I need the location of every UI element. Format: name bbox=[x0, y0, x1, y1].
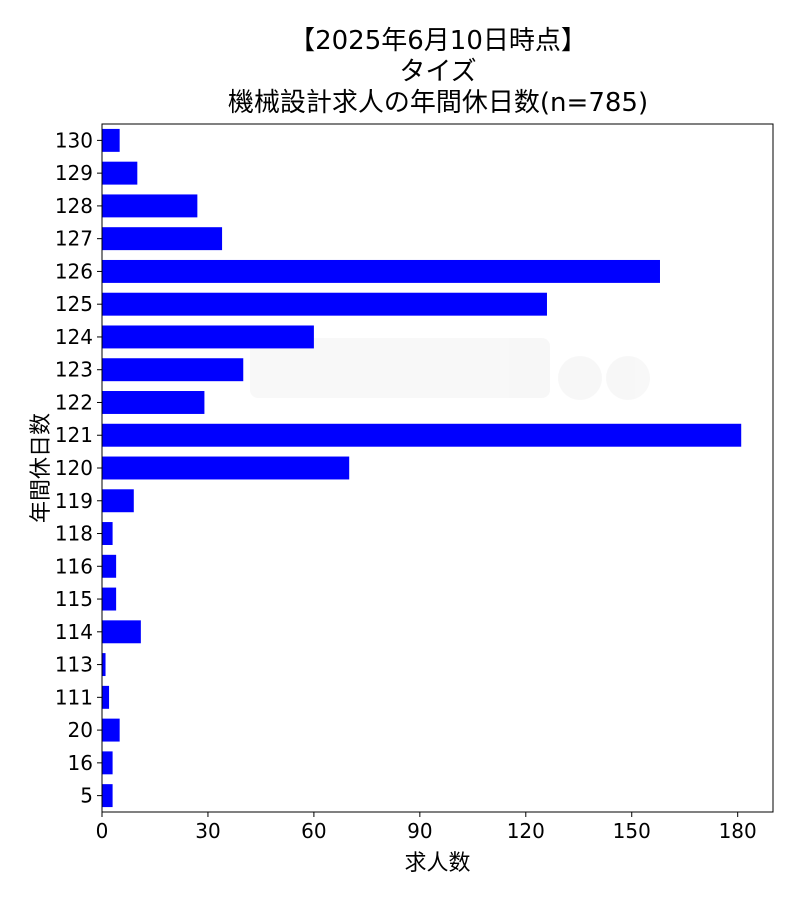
y-tick-label: 120 bbox=[55, 456, 93, 480]
y-axis: 130 129 128 127 126 125 124 123 122 121 120 119 118 1… bbox=[55, 128, 102, 808]
chart-title: 【2025年6月10日時点】 タイズ 機械設計求人の年間休日数(n=785) bbox=[0, 26, 800, 119]
x-axis: 0 30 60 90 120 150 180 bbox=[96, 812, 757, 843]
chart-title-line-subject: 機械設計求人の年間休日数(n=785) bbox=[227, 88, 649, 118]
bar-126 bbox=[102, 259, 660, 283]
bar-120 bbox=[102, 456, 350, 480]
y-tick-label: 113 bbox=[55, 653, 93, 677]
bar-130 bbox=[102, 128, 120, 152]
y-tick-label: 119 bbox=[55, 489, 93, 513]
y-tick-label: 116 bbox=[55, 554, 93, 578]
chart-title-line-date: 【2025年6月10日時点】 bbox=[289, 26, 587, 56]
y-axis-label: 年間休日数 bbox=[29, 413, 54, 523]
y-tick-label: 126 bbox=[55, 259, 93, 283]
y-tick-label: 111 bbox=[55, 685, 93, 709]
bar-115 bbox=[102, 587, 117, 611]
y-tick-label: 115 bbox=[55, 587, 93, 611]
x-tick-label: 120 bbox=[507, 819, 545, 843]
y-tick-label: 122 bbox=[55, 390, 93, 414]
x-axis-label: 求人数 bbox=[404, 851, 470, 876]
x-tick-label: 180 bbox=[719, 819, 757, 843]
y-tick-label: 127 bbox=[55, 227, 93, 251]
y-tick-label: 118 bbox=[55, 522, 93, 546]
bar-116 bbox=[102, 554, 117, 578]
x-tick-label: 90 bbox=[407, 819, 432, 843]
bar-111 bbox=[102, 685, 110, 709]
bar-5 bbox=[102, 784, 113, 808]
bar-127 bbox=[102, 227, 223, 251]
watermark-logo bbox=[250, 338, 650, 400]
y-tick-label: 124 bbox=[55, 325, 93, 349]
y-tick-label: 125 bbox=[55, 292, 93, 316]
bar-121 bbox=[102, 423, 742, 447]
bar-119 bbox=[102, 489, 134, 513]
bar-122 bbox=[102, 391, 205, 414]
x-tick-label: 60 bbox=[301, 819, 326, 843]
y-tick-label: 128 bbox=[55, 194, 93, 218]
x-tick-label: 150 bbox=[613, 819, 651, 843]
bar-124 bbox=[102, 325, 314, 349]
bar-118 bbox=[102, 522, 113, 545]
bar-20 bbox=[102, 718, 120, 742]
y-tick-label: 129 bbox=[55, 161, 93, 185]
bar-16 bbox=[102, 751, 113, 775]
y-tick-label: 5 bbox=[80, 784, 93, 808]
x-tick-label: 30 bbox=[195, 819, 220, 843]
bar-113 bbox=[102, 653, 106, 677]
y-tick-label: 123 bbox=[55, 358, 93, 382]
bar-128 bbox=[102, 194, 198, 218]
y-tick-label: 20 bbox=[68, 718, 93, 742]
bars-group bbox=[102, 128, 742, 808]
y-tick-label: 16 bbox=[68, 751, 93, 775]
bar-123 bbox=[102, 358, 244, 382]
bar-114 bbox=[102, 620, 141, 644]
chart-title-line-company: タイズ bbox=[399, 57, 477, 87]
y-tick-label: 121 bbox=[55, 423, 93, 447]
bar-129 bbox=[102, 161, 138, 185]
y-tick-label: 114 bbox=[55, 620, 93, 644]
x-tick-label: 0 bbox=[96, 819, 109, 843]
bar-125 bbox=[102, 292, 547, 316]
y-tick-label: 130 bbox=[55, 128, 93, 152]
